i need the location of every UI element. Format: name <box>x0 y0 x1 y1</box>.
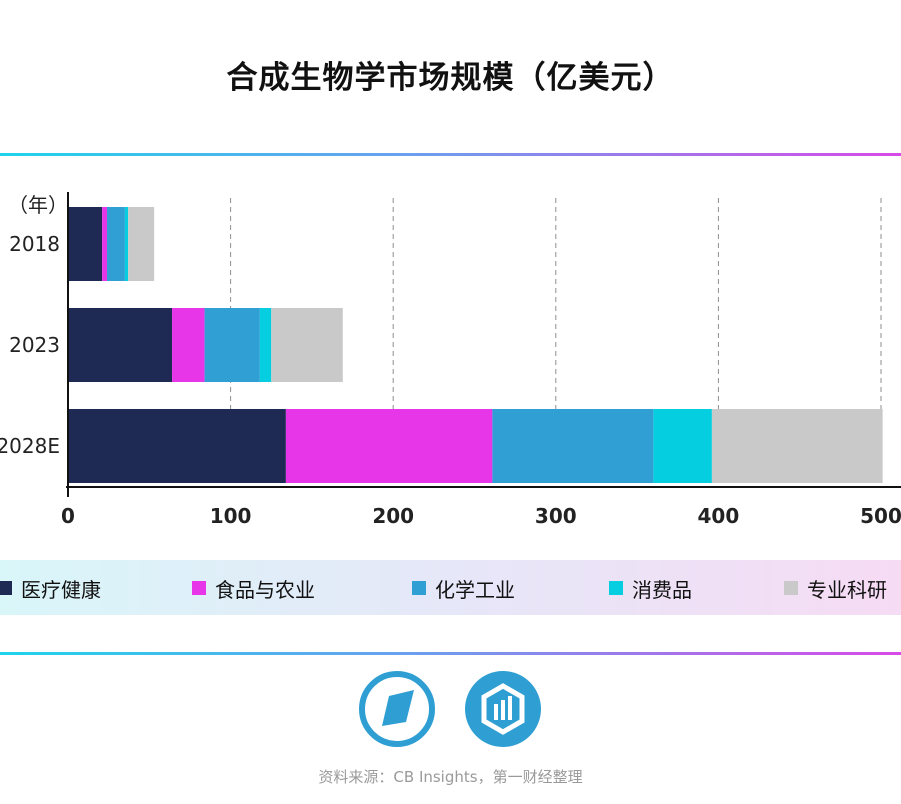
dt-finance-logo-icon <box>465 671 541 747</box>
x-tick-label: 300 <box>535 504 577 528</box>
legend-item-chemical: 化学工业 <box>412 576 515 602</box>
y-tick-label: 2028E <box>0 434 60 458</box>
legend-item-consumer: 消费品 <box>609 576 692 602</box>
bar-segment <box>68 409 286 483</box>
bar-segment <box>653 409 712 483</box>
x-tick-label: 100 <box>210 504 252 528</box>
legend-label: 专业科研 <box>807 577 887 602</box>
legend-swatch-icon <box>192 581 206 595</box>
bar-segment <box>68 308 173 382</box>
legend-label: 医疗健康 <box>21 577 101 602</box>
legend-item-healthcare: 医疗健康 <box>0 576 101 602</box>
x-tick-label: 200 <box>372 504 414 528</box>
bar-segment <box>107 207 125 281</box>
bar-segment <box>102 207 108 281</box>
y-tick-label: 2018 <box>9 232 60 256</box>
top-divider <box>0 153 901 156</box>
bar-segment <box>711 409 883 483</box>
chart-title: 合成生物学市场规模（亿美元） <box>226 60 675 96</box>
legend-label: 食品与农业 <box>215 577 315 602</box>
legend-item-food-agriculture: 食品与农业 <box>192 576 315 602</box>
y-axis-label: （年） <box>8 193 68 217</box>
bar-chart: 2018 2023 2028E （年） 0 100 200 300 400 500 <box>0 192 901 528</box>
bar-segment <box>285 409 493 483</box>
y-tick-label: 2023 <box>9 333 60 357</box>
x-tick-label: 400 <box>698 504 740 528</box>
bar-segment <box>259 308 272 382</box>
legend-item-research: 专业科研 <box>784 576 887 602</box>
bar-segment <box>492 409 654 483</box>
source-note: 资料来源：CB Insights，第一财经整理 <box>318 768 583 786</box>
x-tick-label: 0 <box>61 504 75 528</box>
bar-segment <box>128 207 155 281</box>
bar-segment <box>172 308 205 382</box>
bar-segment <box>271 308 343 382</box>
legend-swatch-icon <box>784 581 798 595</box>
legend-swatch-icon <box>412 581 426 595</box>
legend-label: 消费品 <box>632 577 692 602</box>
bar-segment <box>124 207 129 281</box>
legend-label: 化学工业 <box>435 577 515 602</box>
legend: 医疗健康 食品与农业 化学工业 消费品 专业科研 <box>0 560 901 615</box>
bar-segment <box>68 207 103 281</box>
bottom-divider <box>0 652 901 655</box>
legend-swatch-icon <box>0 581 12 595</box>
yicai-logo-icon <box>359 671 435 747</box>
legend-swatch-icon <box>609 581 623 595</box>
x-tick-label: 500 <box>860 504 901 528</box>
bar-segment <box>204 308 260 382</box>
